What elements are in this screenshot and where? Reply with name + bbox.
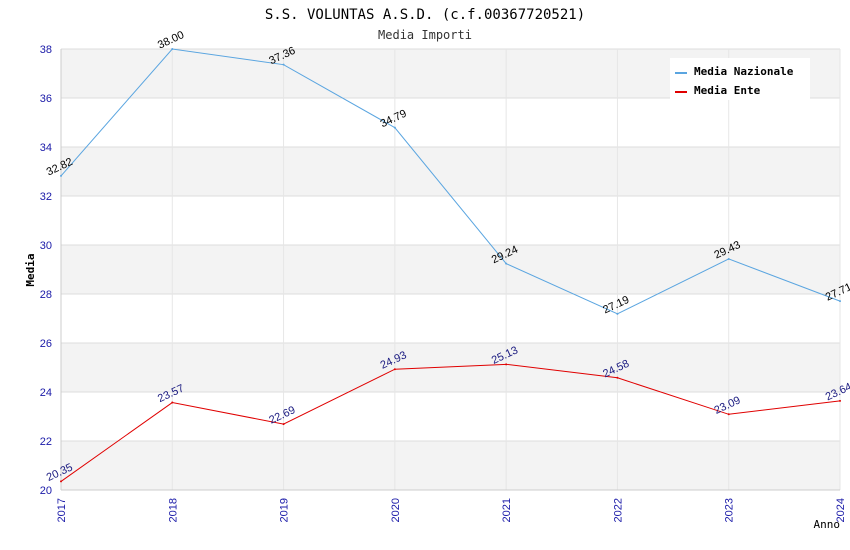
grid-band — [61, 343, 840, 392]
x-tick-label: 2019 — [279, 498, 291, 522]
legend-label-ente: Media Ente — [694, 84, 761, 97]
data-point — [505, 363, 508, 366]
x-tick-label: 2020 — [390, 498, 402, 522]
data-point — [393, 368, 396, 371]
chart-title: S.S. VOLUNTAS A.S.D. (c.f.00367720521) — [265, 7, 585, 23]
grid-band — [61, 294, 840, 343]
y-tick-label: 38 — [40, 44, 52, 56]
grid-lines — [60, 48, 841, 491]
y-axis-ticks: 20 22 24 26 28 30 32 34 36 38 — [40, 44, 52, 497]
y-tick-label: 36 — [40, 93, 52, 105]
grid-band — [61, 392, 840, 441]
x-tick-label: 2024 — [835, 498, 847, 522]
data-point — [60, 480, 62, 483]
data-point — [393, 126, 396, 129]
data-point — [282, 63, 285, 66]
series-line-ente — [60, 363, 841, 482]
grid-band — [61, 98, 840, 147]
data-point — [727, 257, 730, 260]
legend: Media Nazionale Media Ente — [670, 58, 810, 100]
y-tick-label: 24 — [40, 387, 52, 399]
x-tick-label: 2018 — [167, 498, 179, 522]
grid-band — [61, 245, 840, 294]
data-point — [171, 401, 174, 404]
series-line-nazionale — [60, 48, 841, 315]
y-tick-label: 20 — [40, 485, 52, 497]
x-axis-ticks: 2017 2018 2019 2020 2021 2022 2023 2024 — [56, 498, 847, 522]
data-point — [60, 174, 62, 177]
x-tick-label: 2017 — [56, 498, 68, 522]
data-point — [616, 312, 619, 315]
data-point — [171, 48, 174, 50]
axes — [60, 49, 840, 491]
chart-subtitle: Media Importi — [378, 28, 472, 42]
data-point — [839, 300, 841, 303]
y-tick-label: 28 — [40, 289, 52, 301]
data-point — [282, 423, 285, 426]
series-lines — [60, 48, 841, 483]
grid-bands — [61, 49, 840, 490]
y-axis-label: Media — [24, 253, 37, 286]
x-tick-label: 2021 — [501, 498, 513, 522]
x-tick-label: 2023 — [724, 498, 736, 522]
data-point — [839, 399, 841, 402]
x-tick-label: 2022 — [612, 498, 624, 522]
data-point — [505, 262, 508, 265]
data-point — [616, 376, 619, 379]
data-point — [727, 413, 730, 416]
grid-band — [61, 196, 840, 245]
y-tick-label: 30 — [40, 240, 52, 252]
y-tick-label: 34 — [40, 142, 52, 154]
y-tick-label: 32 — [40, 191, 52, 203]
grid-band — [61, 147, 840, 196]
x-axis-label: Anno — [814, 518, 841, 531]
y-tick-label: 26 — [40, 338, 52, 350]
legend-label-nazionale: Media Nazionale — [694, 65, 794, 78]
data-label: 38.00 — [156, 29, 186, 52]
grid-band — [61, 441, 840, 490]
y-tick-label: 22 — [40, 436, 52, 448]
